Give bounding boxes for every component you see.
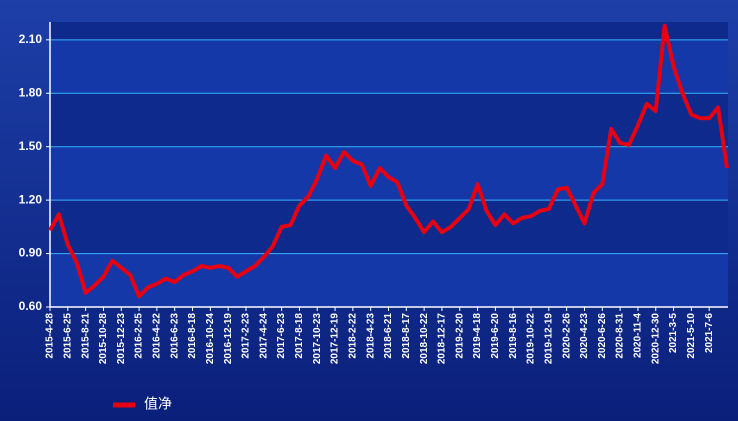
y-tick-label: 2.10 [19, 32, 43, 46]
x-tick-label: 2016-8-18 [187, 313, 198, 359]
x-tick-label: 2015-10-28 [98, 313, 109, 365]
x-tick-label: 2015-4-28 [45, 313, 56, 359]
x-tick-label: 2019-2-20 [454, 313, 465, 359]
x-tick-label: 2018-4-23 [365, 313, 376, 359]
x-tick-label: 2020-11-4 [633, 313, 644, 358]
y-tick-label: 1.50 [19, 139, 43, 153]
x-tick-label: 2015-6-25 [62, 313, 73, 359]
x-tick-label: 2019-8-16 [508, 313, 519, 359]
x-tick-label: 2018-10-22 [419, 313, 430, 365]
x-tick-label: 2016-6-23 [169, 313, 180, 359]
x-tick-label: 2018-6-21 [383, 313, 394, 359]
x-tick-label: 2017-2-23 [241, 313, 252, 359]
x-tick-label: 2019-6-20 [490, 313, 501, 359]
x-tick-label: 2019-12-19 [543, 313, 554, 365]
line-series [48, 23, 729, 299]
x-tick-label: 2019-4-18 [472, 313, 483, 359]
x-tick-label: 2016-4-22 [152, 313, 163, 359]
x-tick-label: 2020-4-23 [579, 313, 590, 359]
y-tick-label: 0.90 [19, 246, 43, 260]
x-tick-label: 2018-2-22 [348, 313, 359, 359]
x-tick-label: 2020-2-26 [561, 313, 572, 359]
y-tick-label: 0.60 [19, 299, 43, 313]
x-tick-label: 2015-12-23 [116, 313, 127, 365]
x-tick-label: 2020-8-31 [615, 313, 626, 359]
x-tick-label: 2016-10-24 [205, 313, 216, 365]
x-tick-label: 2016-2-25 [134, 313, 145, 359]
x-tick-label: 2017-6-23 [276, 313, 287, 359]
legend-label: 值净 [144, 396, 172, 412]
plot-band [50, 146, 728, 201]
plot-band [50, 253, 728, 307]
x-tick-label: 2019-10-22 [526, 313, 537, 365]
y-tick-label: 1.20 [19, 192, 43, 206]
x-tick-label: 2016-12-19 [223, 313, 234, 365]
plot-band [50, 39, 728, 94]
x-tick-label: 2018-12-17 [437, 313, 448, 365]
y-tick-label: 1.80 [19, 85, 43, 99]
x-tick-label: 2017-8-18 [294, 313, 305, 359]
x-tick-label: 2020-12-30 [650, 313, 661, 365]
x-tick-label: 2017-12-19 [330, 313, 341, 365]
x-tick-label: 2017-4-24 [258, 313, 269, 359]
x-tick-label: 2020-6-26 [597, 313, 608, 359]
x-tick-label: 2021-7-6 [704, 313, 715, 353]
x-tick-label: 2018-8-17 [401, 313, 412, 359]
x-tick-label: 2017-10-23 [312, 313, 323, 365]
x-tick-label: 2021-3-5 [668, 313, 679, 353]
x-tick-label: 2015-8-21 [80, 313, 91, 359]
x-tick-label: 2021-5-10 [686, 313, 697, 359]
